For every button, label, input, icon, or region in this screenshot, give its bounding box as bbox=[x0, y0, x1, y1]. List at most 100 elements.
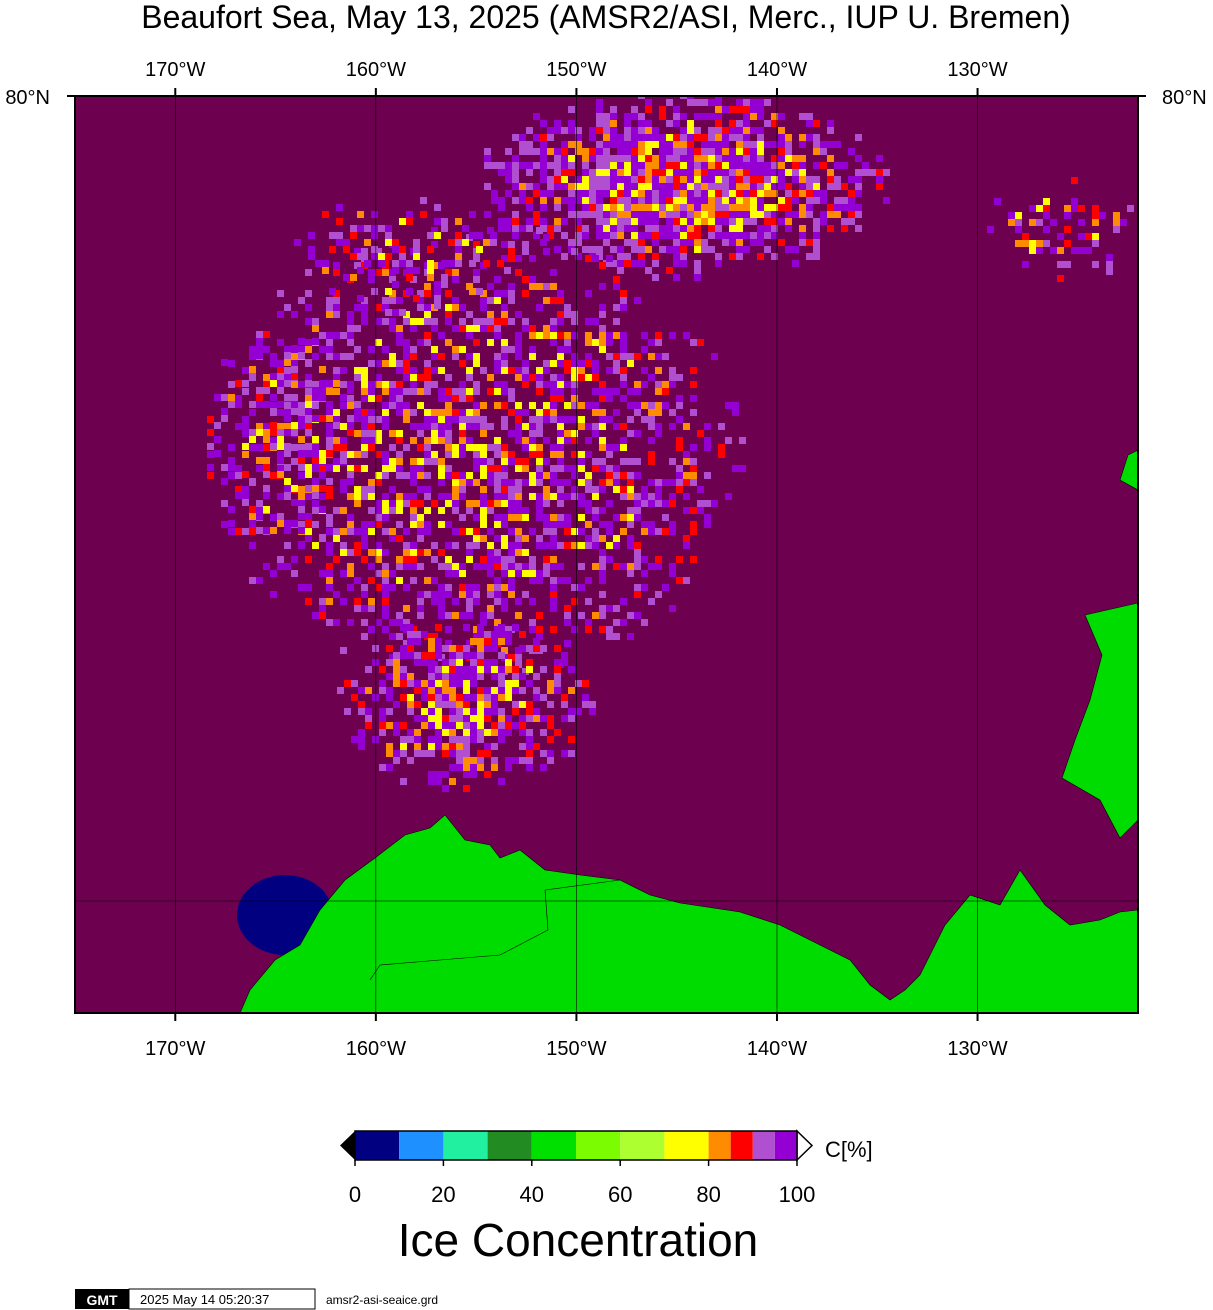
ice-cell bbox=[676, 479, 683, 486]
ice-cell bbox=[610, 183, 617, 190]
ice-cell bbox=[743, 155, 750, 162]
ice-cell bbox=[305, 450, 312, 457]
ice-cell bbox=[456, 750, 463, 757]
ice-cell bbox=[571, 416, 578, 423]
ice-cell bbox=[536, 409, 543, 416]
ice-cell bbox=[561, 183, 568, 190]
ice-cell bbox=[634, 381, 641, 388]
ice-cell bbox=[389, 297, 396, 304]
ice-cell bbox=[648, 493, 655, 500]
ice-cell bbox=[736, 239, 743, 246]
ice-cell bbox=[813, 232, 820, 239]
ice-cell bbox=[512, 680, 519, 687]
ice-cell bbox=[298, 486, 305, 493]
ice-cell bbox=[505, 176, 512, 183]
ice-cell bbox=[778, 113, 785, 120]
ice-cell bbox=[473, 633, 480, 640]
ice-cell bbox=[708, 176, 715, 183]
ice-cell bbox=[652, 274, 659, 281]
ice-cell bbox=[613, 388, 620, 395]
ice-cell bbox=[592, 535, 599, 542]
ice-cell bbox=[697, 339, 704, 346]
ice-cell bbox=[638, 239, 645, 246]
ice-cell bbox=[379, 708, 386, 715]
ice-cell bbox=[778, 141, 785, 148]
ice-cell bbox=[669, 563, 676, 570]
ice-cell bbox=[715, 99, 722, 106]
ice-cell bbox=[459, 346, 466, 353]
ice-cell bbox=[347, 514, 354, 521]
ice-cell bbox=[403, 339, 410, 346]
ice-cell bbox=[820, 162, 827, 169]
ice-cell bbox=[627, 416, 634, 423]
ice-cell bbox=[347, 332, 354, 339]
ice-cell bbox=[350, 225, 357, 232]
ice-cell bbox=[729, 211, 736, 218]
ice-cell bbox=[508, 241, 515, 248]
ice-cell bbox=[501, 542, 508, 549]
ice-cell bbox=[480, 612, 487, 619]
ice-cell bbox=[284, 423, 291, 430]
ice-cell bbox=[550, 395, 557, 402]
ice-cell bbox=[435, 666, 442, 673]
ice-cell bbox=[743, 211, 750, 218]
ice-cell bbox=[701, 211, 708, 218]
ice-cell bbox=[592, 430, 599, 437]
ice-cell bbox=[298, 541, 305, 548]
ice-cell bbox=[361, 318, 368, 325]
ice-cell bbox=[806, 253, 813, 260]
ice-cell bbox=[596, 141, 603, 148]
ice-cell bbox=[655, 479, 662, 486]
ice-cell bbox=[378, 260, 385, 267]
ice-cell bbox=[641, 570, 648, 577]
ice-cell bbox=[519, 162, 526, 169]
ice-cell bbox=[522, 360, 529, 367]
ice-cell bbox=[547, 176, 554, 183]
ice-cell bbox=[407, 624, 414, 631]
ice-cell bbox=[399, 309, 406, 316]
ice-cell bbox=[613, 605, 620, 612]
ice-cell bbox=[648, 500, 655, 507]
ice-cell bbox=[606, 339, 613, 346]
ice-cell bbox=[515, 339, 522, 346]
ice-cell bbox=[483, 239, 490, 246]
ice-cell bbox=[529, 472, 536, 479]
ice-cell bbox=[277, 465, 284, 472]
ice-cell bbox=[582, 694, 589, 701]
ice-cell bbox=[617, 197, 624, 204]
ice-cell bbox=[638, 96, 645, 99]
ice-cell bbox=[666, 246, 673, 253]
ice-cell bbox=[256, 500, 263, 507]
ice-cell bbox=[501, 367, 508, 374]
ice-cell bbox=[263, 381, 270, 388]
ice-cell bbox=[771, 176, 778, 183]
ice-cell bbox=[536, 493, 543, 500]
ice-cell bbox=[470, 729, 477, 736]
ice-cell bbox=[554, 204, 561, 211]
ice-cell bbox=[669, 528, 676, 535]
ice-cell bbox=[683, 507, 690, 514]
ice-cell bbox=[757, 190, 764, 197]
ice-cell bbox=[715, 141, 722, 148]
colorbar-frame bbox=[354, 1130, 798, 1161]
ice-cell bbox=[806, 183, 813, 190]
ice-cell bbox=[347, 570, 354, 577]
ice-cell bbox=[554, 197, 561, 204]
ice-cell bbox=[361, 437, 368, 444]
ice-cell bbox=[564, 360, 571, 367]
ice-cell bbox=[627, 612, 634, 619]
ice-cell bbox=[659, 176, 666, 183]
ice-cell bbox=[515, 654, 522, 661]
ice-cell bbox=[627, 486, 634, 493]
ice-cell bbox=[736, 169, 743, 176]
ice-cell bbox=[620, 619, 627, 626]
ice-cell bbox=[648, 479, 655, 486]
ice-cell bbox=[487, 542, 494, 549]
ice-cell bbox=[400, 750, 407, 757]
ice-cell bbox=[410, 437, 417, 444]
ice-cell bbox=[414, 659, 421, 666]
ice-cell bbox=[477, 722, 484, 729]
ice-cell bbox=[529, 626, 536, 633]
ice-cell bbox=[540, 141, 547, 148]
land-island bbox=[1119, 449, 1138, 491]
